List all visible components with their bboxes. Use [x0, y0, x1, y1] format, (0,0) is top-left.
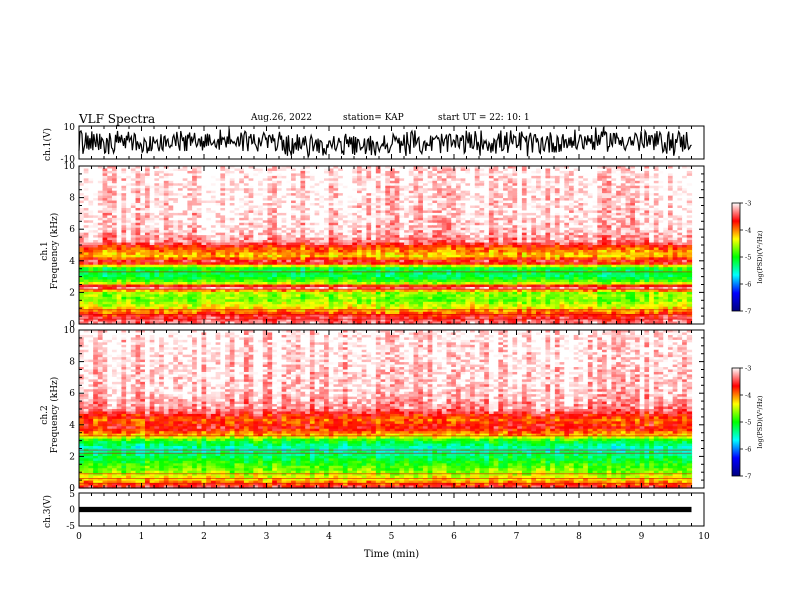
y-tick-label: 10	[64, 123, 76, 133]
x-ticks	[78, 166, 705, 324]
y-tick-label: 6	[69, 389, 75, 399]
y-tick-label: 8	[69, 194, 75, 204]
x-tick-label: 4	[326, 532, 332, 542]
y-ticks	[79, 329, 704, 489]
x-tick-label: 6	[451, 532, 457, 542]
x-tick-label: 0	[76, 532, 82, 542]
ch1-waveform-trace	[78, 127, 692, 160]
x-tick-label: 8	[576, 532, 582, 542]
x-tick-label: 5	[389, 532, 395, 542]
colorbar-tick-label: -5	[745, 419, 751, 427]
colorbar-label: log(PSD)(V²/Hz)	[756, 395, 764, 448]
y-tick-label: -10	[61, 155, 76, 165]
x-axis-label: Time (min)	[364, 549, 419, 560]
start-time-label: start UT = 22: 10: 1	[438, 113, 530, 123]
y-tick-label: 5	[69, 490, 75, 500]
x-tick-label: 3	[264, 532, 270, 542]
colorbar-tick-label: -5	[745, 254, 751, 262]
ch1-waveform-ylabel: ch.1(V)	[42, 128, 53, 161]
y-tick-label: 0	[69, 320, 75, 330]
x-ticks	[78, 330, 705, 488]
colorbar-tick-label: -4	[745, 227, 751, 235]
colorbar-tick-label: -3	[745, 365, 751, 373]
y-tick-label: 0	[69, 506, 75, 516]
y-tick-label: 4	[69, 257, 75, 267]
y-tick-label: 0	[69, 484, 75, 494]
x-tick-label: 9	[639, 532, 645, 542]
colorbar-tick-label: -3	[745, 200, 751, 208]
ch2-spectrogram-ylabel: ch.2Frequency (kHz)	[40, 377, 60, 454]
ch3-waveform-ylabel: ch.3(V)	[42, 495, 53, 528]
x-tick-label: 7	[514, 532, 520, 542]
recording-date: Aug.26, 2022	[251, 113, 312, 123]
y-tick-label: 2	[69, 452, 75, 462]
station-label: station= KAP	[343, 113, 404, 123]
ch1-spectrogram-ylabel: ch.1Frequency (kHz)	[40, 213, 60, 290]
y-tick-label: 10	[64, 162, 76, 172]
y-tick-label: 2	[69, 288, 75, 298]
colorbar-tick-label: -7	[745, 473, 751, 481]
colorbar-label: log(PSD)(V²/Hz)	[756, 230, 764, 283]
ch1-colorbar: -7 -6 -5 -4 -3 log(PSD)(V²/Hz)	[731, 200, 764, 316]
y-tick-label: 4	[69, 421, 75, 431]
x-ticks	[78, 126, 705, 159]
colorbar-tick-label: -6	[745, 281, 751, 289]
y-tick-label: 8	[69, 358, 75, 368]
ch3-waveform-trace	[79, 506, 692, 513]
chart-title: VLF Spectra	[79, 112, 156, 126]
y-tick-label: -5	[66, 522, 75, 532]
ch2-colorbar: -7 -6 -5 -4 -3 log(PSD)(V²/Hz)	[731, 365, 764, 481]
y-ticks	[79, 165, 704, 325]
y-tick-label: 6	[69, 225, 75, 235]
x-tick-label: 2	[201, 532, 207, 542]
ch1-spectrogram-image	[79, 166, 693, 325]
colorbar-tick-label: -6	[745, 446, 751, 454]
x-tick-label: 1	[139, 532, 145, 542]
y-tick-label: 10	[64, 326, 76, 336]
x-tick-label: 10	[698, 532, 710, 542]
x-ticks	[78, 493, 705, 526]
ch2-spectrogram-image	[79, 330, 693, 489]
colorbar-tick-label: -7	[745, 308, 751, 316]
colorbar-tick-label: -4	[745, 392, 751, 400]
